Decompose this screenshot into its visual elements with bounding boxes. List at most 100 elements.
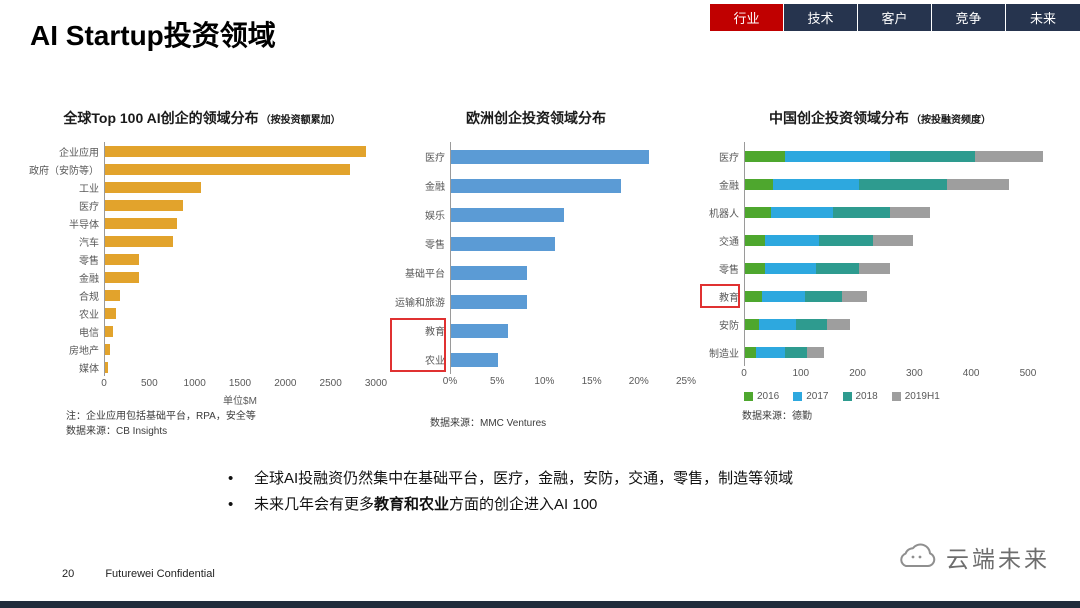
bar bbox=[105, 289, 120, 301]
legend-label: 2019H1 bbox=[904, 391, 940, 402]
bar-segment bbox=[745, 234, 765, 246]
x-tick-label: 1500 bbox=[228, 378, 252, 389]
category-label: 半导体 bbox=[69, 219, 99, 231]
chart-subtitle: （按投资额累加） bbox=[260, 115, 341, 126]
logo: 云端未来 bbox=[893, 540, 1050, 574]
chart-title: 中国创企投资领域分布 （按投融资频度） bbox=[698, 108, 1062, 142]
bar-segment bbox=[745, 318, 760, 330]
chart-row: 教育 bbox=[388, 316, 686, 345]
category-label: 农业 bbox=[79, 309, 99, 321]
legend-item: 2017 bbox=[793, 391, 829, 402]
bar-track bbox=[450, 287, 686, 316]
bottom-strip bbox=[0, 601, 1080, 608]
bar bbox=[105, 217, 178, 229]
bar-track bbox=[104, 358, 376, 376]
bar-segment bbox=[745, 346, 757, 358]
category-label: 零售 bbox=[79, 255, 99, 267]
bar-track bbox=[104, 232, 376, 250]
bar-segment bbox=[759, 318, 797, 330]
chart-note: 注：企业应用包括基础平台，RPA，安全等 bbox=[66, 411, 256, 422]
bar bbox=[451, 236, 555, 251]
bar-segment bbox=[745, 290, 763, 302]
chart-row: 零售 bbox=[698, 254, 1062, 282]
x-axis: 0 100 200 300 400 500 bbox=[741, 366, 1062, 379]
bullet-item: • 未来几年会有更多教育和农业方面的创企进入AI 100 bbox=[228, 492, 793, 518]
chart-source: 数据来源：MMC Ventures bbox=[430, 418, 547, 429]
category-label: 零售 bbox=[425, 240, 445, 251]
nav-tab[interactable]: 技术 bbox=[784, 4, 858, 31]
legend-label: 2016 bbox=[757, 391, 780, 402]
x-axis: 0 500 1000 1500 2000 2500 3000 bbox=[101, 376, 387, 389]
chart-source: 数据来源：CB Insights bbox=[66, 425, 168, 437]
x-tick-label: 5% bbox=[489, 376, 505, 387]
bar bbox=[105, 163, 350, 175]
x-tick-label: 0 bbox=[741, 368, 747, 379]
bullet-marker: • bbox=[228, 470, 234, 487]
bar bbox=[105, 181, 202, 193]
bar-track bbox=[104, 304, 376, 322]
category-label: 安防 bbox=[719, 320, 739, 332]
chart-row: 企业应用 bbox=[28, 142, 376, 160]
legend-swatch bbox=[891, 392, 901, 401]
bar-track bbox=[450, 229, 686, 258]
chart-row: 教育 bbox=[698, 282, 1062, 310]
bar-track bbox=[104, 178, 376, 196]
x-axis-label: 单位$M bbox=[223, 396, 257, 407]
bar-track bbox=[450, 200, 686, 229]
chart-title-text: 中国创企投资领域分布 bbox=[769, 110, 909, 126]
bar-segment bbox=[833, 206, 890, 218]
bar-track bbox=[104, 142, 376, 160]
bar-track bbox=[450, 142, 686, 171]
chart-row: 电信 bbox=[28, 322, 376, 340]
bar-track bbox=[744, 226, 1062, 254]
bar-segment bbox=[745, 206, 771, 218]
chart-row: 媒体 bbox=[28, 358, 376, 376]
bar-segment bbox=[889, 150, 975, 162]
bar bbox=[451, 323, 508, 338]
bar-segment bbox=[858, 262, 890, 274]
chart-row: 机器人 bbox=[698, 198, 1062, 226]
x-tick-label: 500 bbox=[1019, 368, 1037, 379]
page-title: AI Startup投资领域 bbox=[30, 20, 276, 51]
category-label: 教育 bbox=[425, 327, 445, 338]
legend-item: 2018 bbox=[842, 391, 878, 402]
chart-title-text: 全球Top 100 AI创企的领域分布 bbox=[63, 110, 259, 126]
bar bbox=[451, 294, 527, 309]
bar-track bbox=[104, 286, 376, 304]
chart-row: 运输和旅游 bbox=[388, 287, 686, 316]
x-tick-label: 0 bbox=[101, 378, 107, 389]
nav-tab[interactable]: 未来 bbox=[1006, 4, 1080, 31]
category-label: 金融 bbox=[425, 182, 445, 193]
chart-title-text: 欧洲创企投资领域分布 bbox=[466, 110, 606, 126]
confidential-label: Futurewei Confidential bbox=[105, 568, 215, 580]
category-label: 交通 bbox=[719, 236, 739, 248]
bar-track bbox=[104, 214, 376, 232]
x-tick-label: 3000 bbox=[364, 378, 388, 389]
chart-row: 金融 bbox=[698, 170, 1062, 198]
x-tick-label: 500 bbox=[140, 378, 158, 389]
bar-track bbox=[104, 250, 376, 268]
bar-track bbox=[104, 196, 376, 214]
x-tick-label: 25% bbox=[675, 376, 697, 387]
bar bbox=[105, 343, 111, 355]
chart-europe: 欧洲创企投资领域分布 医疗 金融 娱乐 零售 基础平台 运输和旅游 教育 农业 0% 5% 10%… bbox=[388, 108, 696, 432]
category-label: 媒体 bbox=[79, 363, 99, 375]
chart-row: 农业 bbox=[388, 345, 686, 374]
nav-tab[interactable]: 行业 bbox=[710, 4, 784, 31]
category-label: 房地产 bbox=[69, 345, 99, 357]
chart-row: 合规 bbox=[28, 286, 376, 304]
category-label: 医疗 bbox=[425, 153, 445, 164]
chart-global-top100: 全球Top 100 AI创企的领域分布 （按投资额累加） 企业应用 政府（安防等） 工… bbox=[28, 108, 387, 439]
nav-tab[interactable]: 竞争 bbox=[932, 4, 1006, 31]
chart-title: 欧洲创企投资领域分布 bbox=[388, 108, 686, 142]
bar-segment bbox=[827, 318, 851, 330]
bar-track bbox=[744, 198, 1062, 226]
chart-row: 金融 bbox=[28, 268, 376, 286]
chart-row: 政府（安防等） bbox=[28, 160, 376, 178]
nav-tab[interactable]: 客户 bbox=[858, 4, 932, 31]
bar-segment bbox=[807, 346, 825, 358]
x-tick-label: 400 bbox=[962, 368, 980, 379]
legend-swatch bbox=[744, 392, 753, 401]
bar bbox=[105, 307, 117, 319]
legend-item: 2019H1 bbox=[891, 391, 940, 402]
